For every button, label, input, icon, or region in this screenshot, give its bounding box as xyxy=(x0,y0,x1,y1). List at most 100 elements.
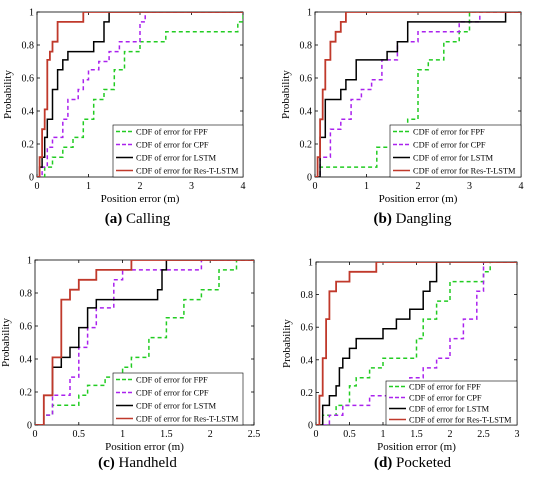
x-tick-label: 2 xyxy=(208,429,213,440)
x-tick-label: 0 xyxy=(33,429,38,440)
caption-text: Calling xyxy=(122,211,171,227)
x-tick-label: 1.5 xyxy=(410,429,423,440)
y-axis-label: Probability xyxy=(2,70,14,119)
series-line-1 xyxy=(37,12,243,177)
x-tick-label: 2.5 xyxy=(248,429,261,440)
legend-box xyxy=(112,124,244,178)
y-tick-label: 0.8 xyxy=(22,41,35,52)
x-tick-label: 2 xyxy=(138,181,143,192)
y-tick-label: 0.6 xyxy=(300,74,313,85)
legend-label: CDF of error for FPF xyxy=(409,383,481,392)
y-tick-label: 0.8 xyxy=(300,41,313,52)
series-line-4 xyxy=(315,12,521,177)
x-tick-label: 3 xyxy=(467,181,472,192)
x-tick-label: 4 xyxy=(241,181,246,192)
y-tick-label: 0.6 xyxy=(20,322,33,333)
chart-panel-b: 0 1 2 3 4 0 0.2 0.4 0.6 0.8 1 Position error (m) Pro… xyxy=(280,8,524,206)
y-tick-label: 0.8 xyxy=(20,289,33,300)
x-tick-label: 2.5 xyxy=(477,429,490,440)
y-tick-label: 1 xyxy=(29,8,34,19)
x-axis-label: Position error (m) xyxy=(105,441,184,453)
legend-box xyxy=(389,124,522,178)
y-tick-label: 1 xyxy=(27,256,32,267)
series-line-1 xyxy=(315,12,521,177)
x-axis-label: Position error (m) xyxy=(101,193,180,205)
series-line-2 xyxy=(37,12,243,177)
chart-panel-a: 0 1 2 3 4 0 0.2 0.4 0.6 0.8 1 Position error (m) Pro… xyxy=(2,8,246,206)
legend-box xyxy=(385,380,518,426)
y-tick-label: 0.4 xyxy=(300,107,313,118)
caption-handheld: (c) Handheld xyxy=(0,455,275,472)
x-tick-label: 1 xyxy=(381,429,386,440)
y-tick-label: 0.6 xyxy=(22,74,35,85)
y-tick-label: 0.2 xyxy=(22,140,35,151)
x-tick-label: 3 xyxy=(515,429,520,440)
legend-label: CDF of error for CPF xyxy=(413,141,486,150)
y-tick-label: 0.6 xyxy=(301,323,314,334)
legend-label: CDF of error for CPF xyxy=(136,141,209,150)
series-line-3 xyxy=(316,262,517,425)
x-tick-label: 2 xyxy=(416,181,421,192)
y-tick-label: 1 xyxy=(308,258,313,269)
legend-label: CDF of error for CPF xyxy=(409,394,482,403)
x-tick-label: 4 xyxy=(519,181,524,192)
caption-calling: (a) Calling xyxy=(0,211,275,228)
legend-label: CDF of error for FPF xyxy=(413,128,485,137)
legend: CDF of error for FPF CDF of error for CPF… xyxy=(385,380,518,426)
y-tick-label: 0 xyxy=(29,173,34,184)
x-axis-label: Position error (m) xyxy=(377,441,456,453)
x-tick-label: 0.5 xyxy=(343,429,356,440)
x-tick-label: 1 xyxy=(86,181,91,192)
caption-letter: (d) xyxy=(373,455,393,471)
series-line-4 xyxy=(35,260,254,425)
caption-letter: (b) xyxy=(373,211,392,227)
y-tick-label: 0.8 xyxy=(301,290,314,301)
legend-label: CDF of error for FPF xyxy=(136,128,208,137)
series-line-3 xyxy=(315,12,521,177)
x-tick-label: 0 xyxy=(313,181,318,192)
y-tick-label: 1 xyxy=(307,8,312,19)
caption-letter: (a) xyxy=(104,211,123,227)
x-tick-label: 2 xyxy=(448,429,453,440)
series-line-2 xyxy=(316,262,517,425)
y-axis-label: Probability xyxy=(0,318,12,367)
y-tick-label: 0.4 xyxy=(22,107,35,118)
y-tick-label: 0.4 xyxy=(20,355,33,366)
legend: CDF of error for FPF CDF of error for CPF… xyxy=(112,124,244,178)
legend-label: CDF of error for Res-T-LSTM xyxy=(409,416,512,425)
series-line-1 xyxy=(35,260,254,425)
legend-label: CDF of error for LSTM xyxy=(409,405,490,414)
x-tick-label: 1 xyxy=(364,181,369,192)
series-line-1 xyxy=(316,262,517,425)
x-axis-label: Position error (m) xyxy=(379,193,458,205)
caption-text: Handheld xyxy=(114,455,177,471)
y-axis-label: Probability xyxy=(280,70,292,119)
legend-label: CDF of error for LSTM xyxy=(136,154,217,163)
legend-label: CDF of error for Res-T-LSTM xyxy=(136,415,239,424)
x-tick-label: 3 xyxy=(189,181,194,192)
legend-box xyxy=(112,372,244,426)
series-line-4 xyxy=(316,262,517,425)
y-tick-label: 0.2 xyxy=(20,388,33,399)
legend-label: CDF of error for LSTM xyxy=(136,402,217,411)
caption-pocketed: (d) Pocketed xyxy=(275,455,550,472)
legend: CDF of error for FPF CDF of error for CPF… xyxy=(389,124,522,178)
caption-dangling: (b) Dangling xyxy=(275,211,550,228)
x-tick-label: 1.5 xyxy=(160,429,173,440)
caption-text: Pocketed xyxy=(392,455,452,471)
legend: CDF of error for FPF CDF of error for CPF… xyxy=(112,372,244,426)
y-tick-label: 0 xyxy=(27,421,32,432)
x-tick-label: 0.5 xyxy=(73,429,86,440)
series-line-2 xyxy=(315,12,521,177)
legend-label: CDF of error for LSTM xyxy=(413,154,494,163)
legend-label: CDF of error for FPF xyxy=(136,376,208,385)
legend-label: CDF of error for Res-T-LSTM xyxy=(413,167,516,176)
caption-text: Dangling xyxy=(391,211,452,227)
x-tick-label: 0 xyxy=(35,181,40,192)
x-tick-label: 0 xyxy=(314,429,319,440)
y-tick-label: 0 xyxy=(307,173,312,184)
y-tick-label: 0.4 xyxy=(301,355,314,366)
